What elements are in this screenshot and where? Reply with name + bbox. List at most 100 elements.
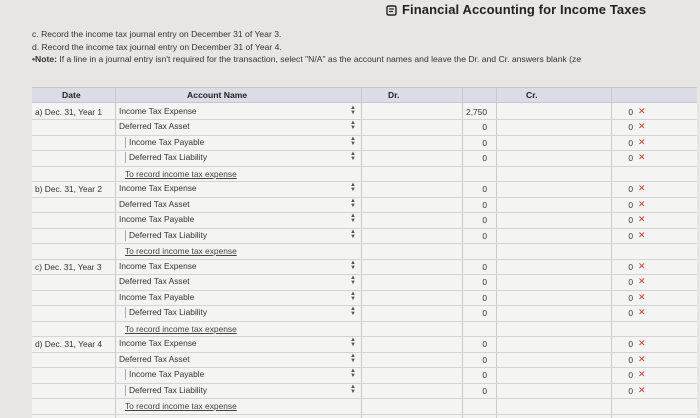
table-row: To record income tax expense	[32, 398, 697, 415]
select-arrows-icon[interactable]: ▲ ▼	[350, 275, 356, 286]
instruction-d: d. Record the income tax journal entry o…	[32, 41, 282, 52]
debit-input[interactable]: 0	[482, 292, 487, 303]
account-name-select[interactable]: Deferred Tax Asset	[119, 121, 190, 131]
select-arrows-icon[interactable]: ▲ ▼	[350, 383, 356, 395]
account-name-select[interactable]: Income Tax Expense	[119, 105, 197, 116]
incorrect-x-icon: ✕	[638, 198, 646, 209]
debit-input[interactable]: 0	[482, 261, 487, 272]
select-arrows-icon[interactable]: ▲ ▼	[350, 104, 356, 116]
incorrect-x-icon: ✕	[638, 136, 646, 147]
credit-input[interactable]: 0	[628, 339, 633, 349]
account-name-select[interactable]: Income Tax Payable	[125, 369, 204, 380]
app-title-text: Financial Accounting for Income Taxes	[402, 2, 647, 17]
table-row: d) Dec. 31, Year 4 Income Tax Expense ▲ ▼ 0 0…	[32, 336, 697, 353]
debit-input[interactable]: 0	[482, 354, 487, 365]
debit-input[interactable]: 0	[482, 153, 487, 163]
entry-date: a) Dec. 31, Year 1	[35, 106, 103, 117]
select-arrows-icon[interactable]: ▲ ▼	[350, 306, 356, 317]
account-name-select[interactable]: Deferred Tax Asset	[119, 198, 190, 209]
column-divider	[462, 88, 463, 418]
note-text: If a line in a journal entry isn't requi…	[56, 54, 582, 65]
credit-input[interactable]: 0	[628, 292, 633, 303]
incorrect-x-icon: ✕	[638, 353, 646, 364]
account-name-select[interactable]: Deferred Tax Asset	[119, 276, 190, 286]
incorrect-x-icon: ✕	[638, 229, 646, 240]
select-arrows-icon[interactable]: ▲ ▼	[350, 337, 356, 348]
credit-input[interactable]: 0	[628, 153, 633, 163]
credit-input[interactable]: 0	[628, 137, 633, 148]
account-name-select[interactable]: Deferred Tax Liability	[125, 307, 207, 318]
credit-input[interactable]: 0	[628, 261, 633, 272]
credit-input[interactable]: 0	[628, 354, 633, 365]
debit-input[interactable]: 0	[482, 137, 487, 148]
incorrect-x-icon: ✕	[638, 276, 646, 286]
debit-input[interactable]: 0	[482, 370, 487, 380]
column-divider	[361, 88, 362, 418]
credit-input[interactable]: 0	[628, 230, 633, 241]
entry-memo: To record income tax expense	[125, 168, 237, 179]
credit-input[interactable]: 0	[628, 184, 633, 194]
instruction-note: •Note: If a line in a journal entry isn'…	[32, 53, 581, 66]
account-name-select[interactable]: Income Tax Expense	[119, 183, 197, 193]
account-name-select[interactable]: Income Tax Expense	[119, 260, 197, 271]
incorrect-x-icon: ✕	[638, 214, 646, 224]
debit-input[interactable]: 0	[482, 122, 487, 132]
debit-input[interactable]: 0	[482, 230, 487, 241]
account-name-select[interactable]: Income Tax Payable	[119, 291, 195, 302]
select-arrows-icon[interactable]: ▲ ▼	[350, 197, 356, 209]
incorrect-x-icon: ✕	[638, 105, 646, 116]
select-arrows-icon[interactable]: ▲ ▼	[350, 135, 356, 147]
debit-input[interactable]: 0	[482, 339, 487, 349]
debit-input[interactable]: 0	[482, 308, 487, 318]
credit-input[interactable]: 0	[628, 385, 633, 396]
table-row: Income Tax Payable ▲ ▼ 0 0 ✕	[32, 212, 697, 229]
select-arrows-icon[interactable]: ▲ ▼	[350, 368, 356, 379]
incorrect-x-icon: ✕	[638, 152, 646, 162]
incorrect-x-icon: ✕	[638, 307, 646, 317]
credit-input[interactable]: 0	[628, 277, 633, 287]
debit-input[interactable]: 0	[482, 277, 487, 287]
account-name-select[interactable]: Income Tax Expense	[119, 338, 197, 348]
credit-input[interactable]: 0	[628, 370, 633, 380]
table-row: Deferred Tax Asset ▲ ▼ 0 0 ✕	[32, 274, 697, 291]
entry-memo: To record income tax expense	[125, 246, 237, 256]
account-name-select[interactable]: Income Tax Payable	[119, 214, 195, 224]
account-name-select[interactable]: Deferred Tax Liability	[125, 229, 207, 241]
app-title: Financial Accounting for Income Taxes	[386, 2, 646, 17]
incorrect-x-icon: ✕	[638, 369, 646, 379]
account-name-select[interactable]: Deferred Tax Liability	[125, 152, 207, 163]
note-label: Note:	[35, 54, 57, 65]
credit-input[interactable]: 0	[628, 106, 633, 117]
select-arrows-icon[interactable]: ▲ ▼	[350, 151, 356, 162]
credit-input[interactable]: 0	[628, 215, 633, 225]
select-arrows-icon[interactable]: ▲ ▼	[350, 120, 356, 131]
select-arrows-icon[interactable]: ▲ ▼	[350, 213, 356, 224]
table-row: To record income tax expense	[32, 243, 697, 260]
debit-input[interactable]: 0	[482, 199, 487, 210]
incorrect-x-icon: ✕	[638, 291, 646, 302]
credit-input[interactable]: 0	[628, 122, 633, 132]
entry-date: b) Dec. 31, Year 2	[35, 184, 103, 194]
table-row: Income Tax Payable ▲ ▼ 0 0 ✕	[32, 135, 697, 151]
account-name-select[interactable]: Income Tax Payable	[125, 136, 204, 148]
select-arrows-icon[interactable]: ▲ ▼	[350, 182, 356, 193]
account-name-select[interactable]: Deferred Tax Liability	[125, 384, 207, 396]
credit-input[interactable]: 0	[628, 199, 633, 210]
credit-input[interactable]: 0	[628, 308, 633, 318]
table-row: Deferred Tax Asset ▲ ▼ 0 0 ✕	[32, 352, 697, 368]
debit-input[interactable]: 2,750	[466, 106, 487, 117]
select-arrows-icon[interactable]: ▲ ▼	[350, 259, 356, 271]
debit-input[interactable]: 0	[482, 385, 487, 396]
debit-input[interactable]: 0	[482, 184, 487, 194]
debit-input[interactable]: 0	[482, 215, 487, 225]
table-row: Deferred Tax Asset ▲ ▼ 0 0 ✕	[32, 197, 697, 213]
select-arrows-icon[interactable]: ▲ ▼	[350, 228, 356, 240]
account-name-select[interactable]: Deferred Tax Asset	[119, 353, 190, 364]
column-divider	[115, 88, 116, 418]
select-arrows-icon[interactable]: ▲ ▼	[350, 290, 356, 302]
select-arrows-icon[interactable]: ▲ ▼	[350, 352, 356, 364]
incorrect-x-icon: ✕	[638, 260, 646, 271]
entry-date: d) Dec. 31, Year 4	[35, 339, 103, 349]
book-icon	[386, 4, 397, 16]
incorrect-x-icon: ✕	[638, 338, 646, 348]
